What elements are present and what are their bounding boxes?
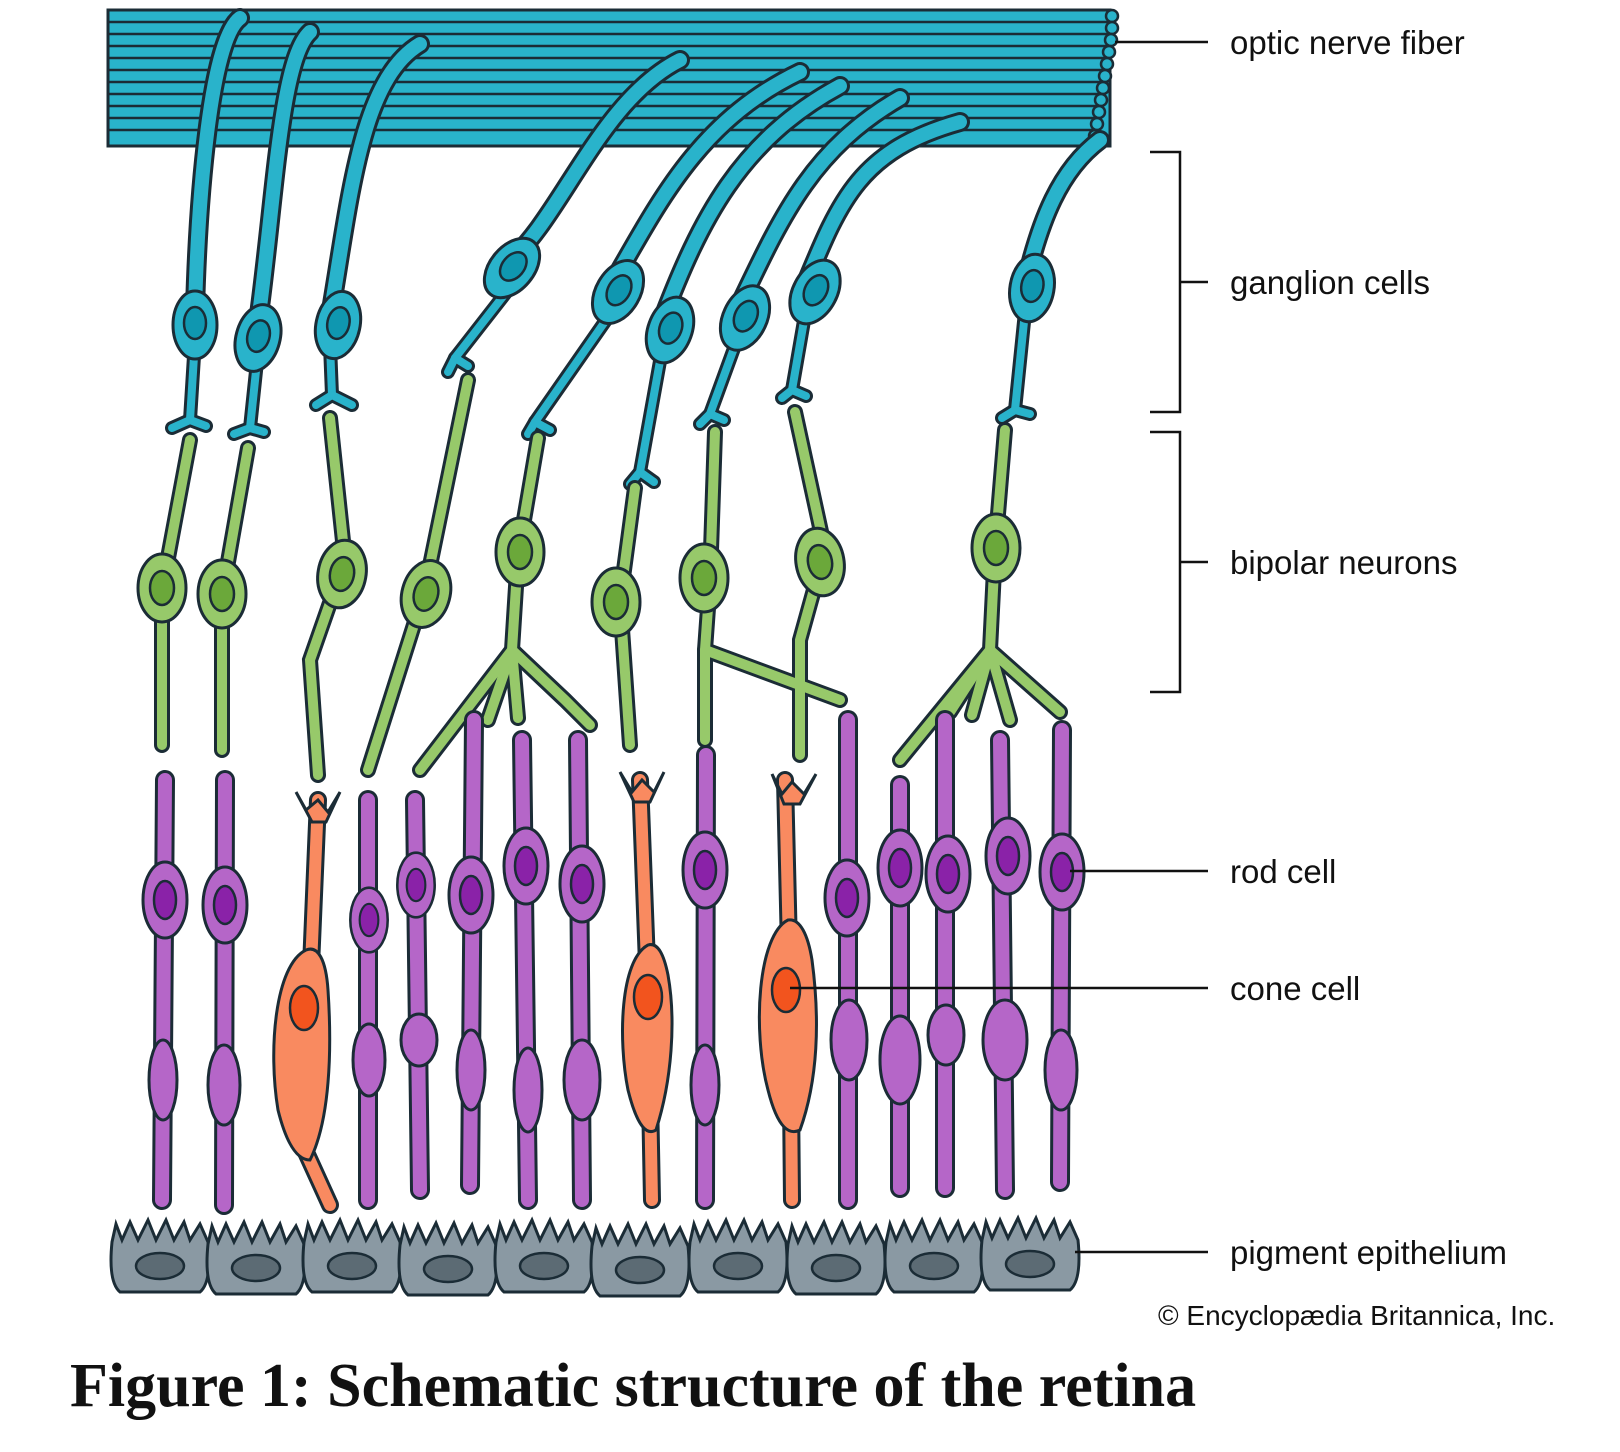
bipolar-neurons	[136, 372, 1068, 783]
label-optic-nerve-fiber: optic nerve fiber	[1230, 24, 1465, 61]
label-leaders	[790, 40, 1208, 1254]
ganglion-cells	[165, 8, 1110, 491]
pigment-epithelium	[109, 1216, 1081, 1298]
figure-caption: Figure 1: Schematic structure of the ret…	[70, 1352, 1197, 1420]
label-bipolar-neurons: bipolar neurons	[1230, 544, 1458, 581]
rod-cells	[141, 710, 1086, 1215]
label-ganglion-cells: ganglion cells	[1230, 264, 1430, 301]
label-pigment-epithelium: pigment epithelium	[1230, 1234, 1507, 1271]
label-cone-cell: cone cell	[1230, 970, 1361, 1007]
label-rod-cell: rod cell	[1230, 853, 1337, 890]
copyright-credit: © Encyclopædia Britannica, Inc.	[1158, 1300, 1556, 1331]
cone-cells	[272, 771, 818, 1214]
